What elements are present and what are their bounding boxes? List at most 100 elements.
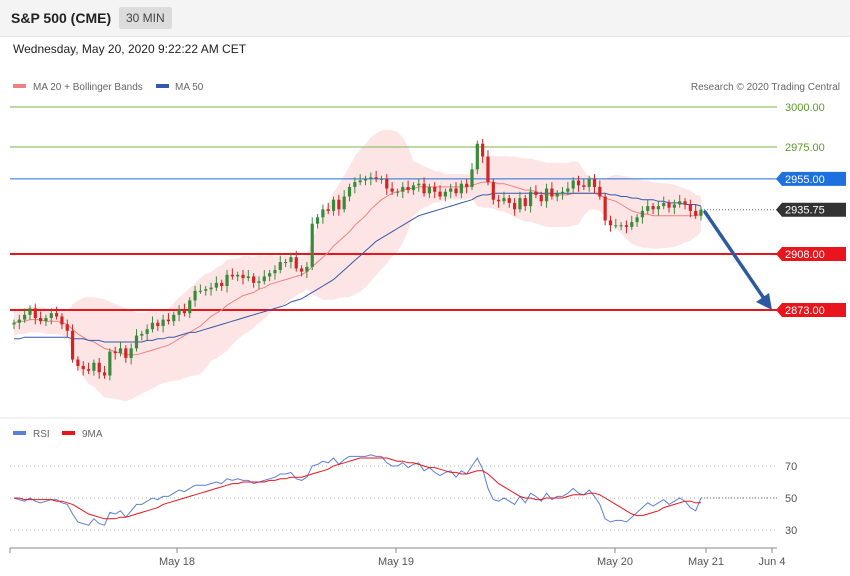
level-tag-2935.75 [776,202,846,217]
candle-body [273,270,277,274]
candle-body [299,268,304,272]
candle-body [358,180,362,183]
x-tick-label: May 19 [378,556,414,568]
rsi-legend-swatch [13,431,26,435]
bollinger-band-area [14,129,701,402]
candle-body [39,317,43,322]
rsi-tick-label: 30 [785,525,797,537]
candle-body [102,372,107,376]
credit-text: Research © 2020 Trading Central [691,82,840,93]
level-label-2955.00: 2955.00 [785,174,825,186]
candle-body [449,188,453,192]
rsi-legend-label: RSI [33,429,50,440]
candlestick-series [12,138,703,381]
candle-body [678,201,682,205]
candle-body [268,273,272,277]
candle-body [166,319,171,322]
candle-body [55,313,59,317]
candle-body [688,204,692,211]
candle-body [310,223,314,267]
candle-body [433,186,437,192]
candle-body [598,186,602,197]
candle-body [49,313,53,318]
candle-body [582,185,586,187]
ma50-legend-label: MA 50 [175,82,204,93]
moving-average-lines [13,181,702,356]
candle-body [672,204,676,208]
level-label-2873.00: 2873.00 [785,305,825,317]
candle-body [150,322,155,330]
rsi-ma-legend-swatch [62,431,75,435]
price-levels: 3000.00 2975.00 2955.00 2935.75 2908.00 2873.… [10,102,846,317]
candle-body [624,225,629,227]
candle-body [481,143,485,157]
candle-body [145,329,149,334]
candle-body [321,209,325,218]
candle-body [257,281,261,283]
candle-body [289,257,293,263]
candle-body [502,198,506,202]
candle-body [454,188,458,194]
candle-body [86,369,91,371]
candle-body [113,351,117,354]
level-label-2908.00: 2908.00 [785,249,825,261]
candle-body [342,196,346,210]
x-tick-label: Jun 4 [759,556,786,568]
top-bar: S&P 500 (CME) 30 MIN [0,0,850,37]
candle-body [172,314,176,322]
candle-body [252,276,256,283]
candle-body [497,199,501,202]
candle-body [230,274,234,277]
candle-body [662,202,666,207]
candle-body [278,262,282,271]
candle-body [513,202,517,210]
candle-body [576,180,581,186]
candle-body [427,186,431,194]
forecast-arrow [703,210,767,302]
ma50-line [14,192,702,343]
candle-body [470,169,474,187]
level-tag-2873.00 [776,303,846,317]
candle-body [353,182,357,187]
x-tick-label: May 21 [688,556,724,568]
candle-body [209,287,213,290]
candle-body [294,257,298,269]
candle-body [443,191,447,197]
candle-body [587,178,591,187]
candle-body [236,274,240,277]
candle-body [523,198,527,207]
candle-body [214,282,218,288]
candle-body [651,206,655,210]
candle-body [225,274,229,287]
candle-body [486,156,490,183]
x-axis-ticks: May 18 May 19 May 20 May 21 Jun 4 [9,548,786,568]
candle-body [315,217,320,224]
candle-body [198,290,202,292]
candle-body [640,210,645,218]
candle-body [592,178,597,187]
candle-body [337,199,341,210]
candle-body [284,262,288,264]
candle-body [28,308,32,315]
level-tag-2955.00 [776,171,846,186]
candle-body [459,183,463,194]
candle-body [305,266,309,272]
level-label-2935.75: 2935.75 [785,205,825,217]
level-label-2975.00: 2975.00 [785,142,825,154]
candle-body [507,198,511,203]
candle-body [129,348,133,358]
candle-body [422,183,426,194]
candle-body [182,310,187,314]
candle-body [81,365,85,370]
level-tag-2908.00 [776,247,846,262]
timeframe-button[interactable]: 30 MIN [119,7,172,29]
candle-body [12,322,16,325]
candle-body [571,180,575,189]
candle-body [118,348,123,354]
candle-body [534,191,538,195]
candle-body [23,314,27,320]
rsi-tick-label: 50 [785,493,797,505]
candle-body [417,183,421,186]
level-label-3000.00: 3000.00 [785,102,825,114]
candle-body [406,186,410,191]
